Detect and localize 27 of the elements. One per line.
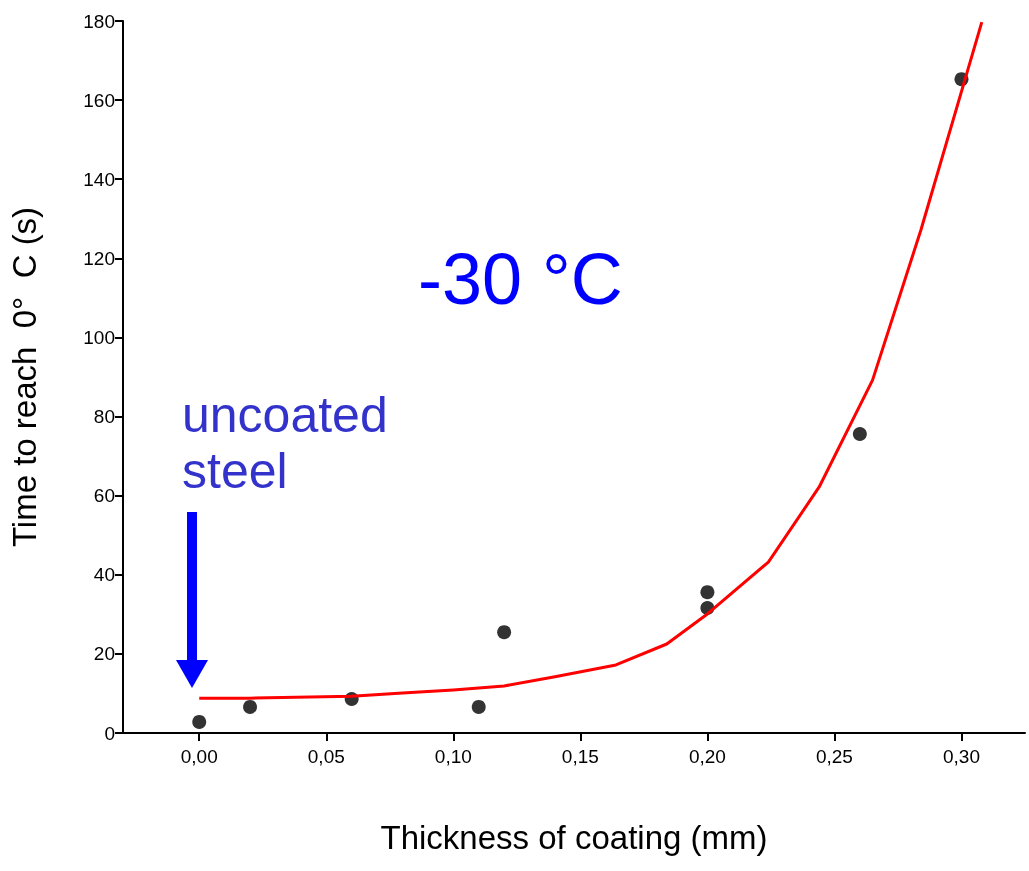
- x-tick-label: 0,25: [815, 746, 853, 767]
- x-tick-label: 0,00: [180, 746, 218, 767]
- y-tick-label: 60: [93, 485, 115, 507]
- x-tick-label: 0,15: [561, 746, 599, 767]
- point: [852, 426, 867, 441]
- y-axis-title: Time to reach 0° C (s): [6, 206, 43, 548]
- point: [192, 714, 207, 729]
- y-tick-label: 140: [83, 168, 115, 190]
- point: [700, 585, 715, 600]
- point: [243, 699, 258, 714]
- annotation: uncoated steel: [182, 387, 389, 499]
- y-tick-label: 100: [83, 326, 115, 348]
- x-tick-label: 0,10: [434, 746, 472, 767]
- y-tick-label: 0: [104, 722, 115, 744]
- point: [471, 699, 486, 714]
- x-tick-label: 0,30: [942, 746, 980, 767]
- y-tick-label: 120: [83, 247, 115, 269]
- x-tick-label: 0,05: [307, 746, 345, 767]
- annotation: -30 °C: [418, 238, 623, 320]
- y-tick-label: 180: [83, 10, 115, 32]
- x-axis-title: Thickness of coating (mm): [380, 819, 768, 856]
- point: [497, 625, 512, 640]
- y-tick-label: 80: [93, 406, 115, 428]
- x-tick-label: 0,20: [688, 746, 726, 767]
- y-tick-label: 40: [93, 564, 115, 586]
- y-tick-label: 160: [83, 89, 115, 111]
- y-tick-label: 20: [93, 643, 115, 665]
